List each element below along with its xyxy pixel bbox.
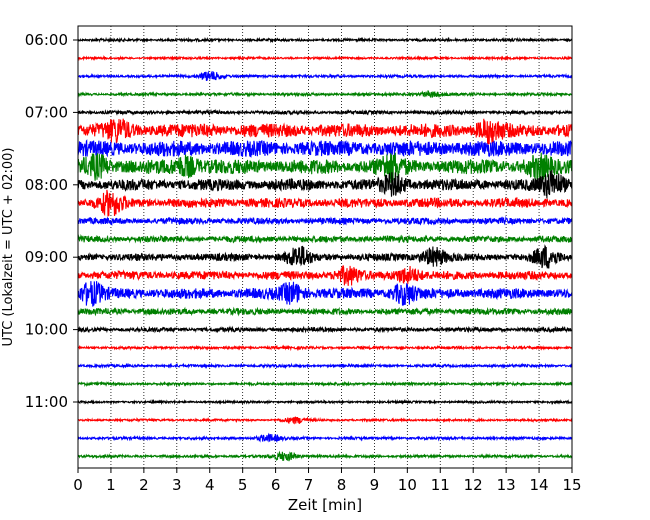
y-tick-label: 10:00	[25, 321, 68, 339]
seismic-trace-0900	[77, 244, 573, 269]
seismic-trace-0945	[77, 306, 573, 317]
seismic-trace-1115	[77, 416, 573, 425]
x-tick-label: 2	[139, 476, 149, 494]
x-axis-ticks: 0 1 2 3 4 5 6 7 8 9 10 11 12 13 14 15	[73, 468, 582, 494]
seismic-trace-0745	[77, 152, 573, 183]
seismic-trace-0800	[77, 169, 573, 199]
x-tick-label: 7	[304, 476, 314, 494]
seismic-trace-0815	[77, 189, 573, 217]
seismic-trace-0845	[77, 234, 573, 244]
x-tick-label: 3	[172, 476, 182, 494]
y-tick-label: 09:00	[25, 248, 68, 266]
seismic-trace-0715	[77, 118, 573, 145]
x-tick-label: 10	[398, 476, 417, 494]
seismic-trace-1045	[77, 380, 573, 388]
seismic-trace-0600	[77, 36, 573, 44]
seismic-trace-0630	[77, 70, 573, 81]
x-tick-label: 6	[271, 476, 281, 494]
y-axis-ticks: 06:00 07:00 08:00 09:00 10:00 11:00	[25, 31, 78, 411]
x-tick-label: 1	[106, 476, 116, 494]
x-tick-label: 12	[464, 476, 483, 494]
seismic-trace-1030	[77, 362, 573, 370]
x-tick-label: 0	[73, 476, 83, 494]
x-tick-label: 8	[337, 476, 347, 494]
seismic-trace-0645	[77, 90, 573, 98]
x-tick-label: 5	[238, 476, 248, 494]
seismic-traces	[77, 36, 573, 462]
y-axis-label: UTC (Lokalzeit = UTC + 02:00)	[1, 148, 16, 347]
seismic-trace-0615	[77, 54, 573, 62]
seismic-trace-0730	[77, 139, 573, 158]
x-tick-label: 13	[497, 476, 516, 494]
seismic-trace-1000	[77, 325, 573, 334]
seismic-trace-1100	[77, 398, 573, 406]
plot-frame	[77, 25, 573, 469]
x-tick-label: 14	[530, 476, 549, 494]
x-tick-label: 11	[431, 476, 450, 494]
y-tick-label: 07:00	[25, 103, 68, 121]
seismic-trace-1130	[77, 432, 573, 443]
seismic-trace-0700	[77, 108, 573, 117]
seismic-trace-0915	[77, 265, 573, 286]
x-tick-label: 15	[562, 476, 581, 494]
x-tick-label: 4	[205, 476, 215, 494]
seismic-trace-0830	[77, 215, 573, 227]
x-axis-label: Zeit [min]	[288, 496, 362, 514]
y-tick-label: 08:00	[25, 176, 68, 194]
y-tick-label: 06:00	[25, 31, 68, 49]
seismic-trace-1015	[77, 344, 573, 352]
y-tick-label: 11:00	[25, 393, 68, 411]
x-tick-label: 9	[370, 476, 380, 494]
seismic-trace-1145	[77, 450, 573, 462]
seismic-trace-0930	[77, 281, 573, 307]
